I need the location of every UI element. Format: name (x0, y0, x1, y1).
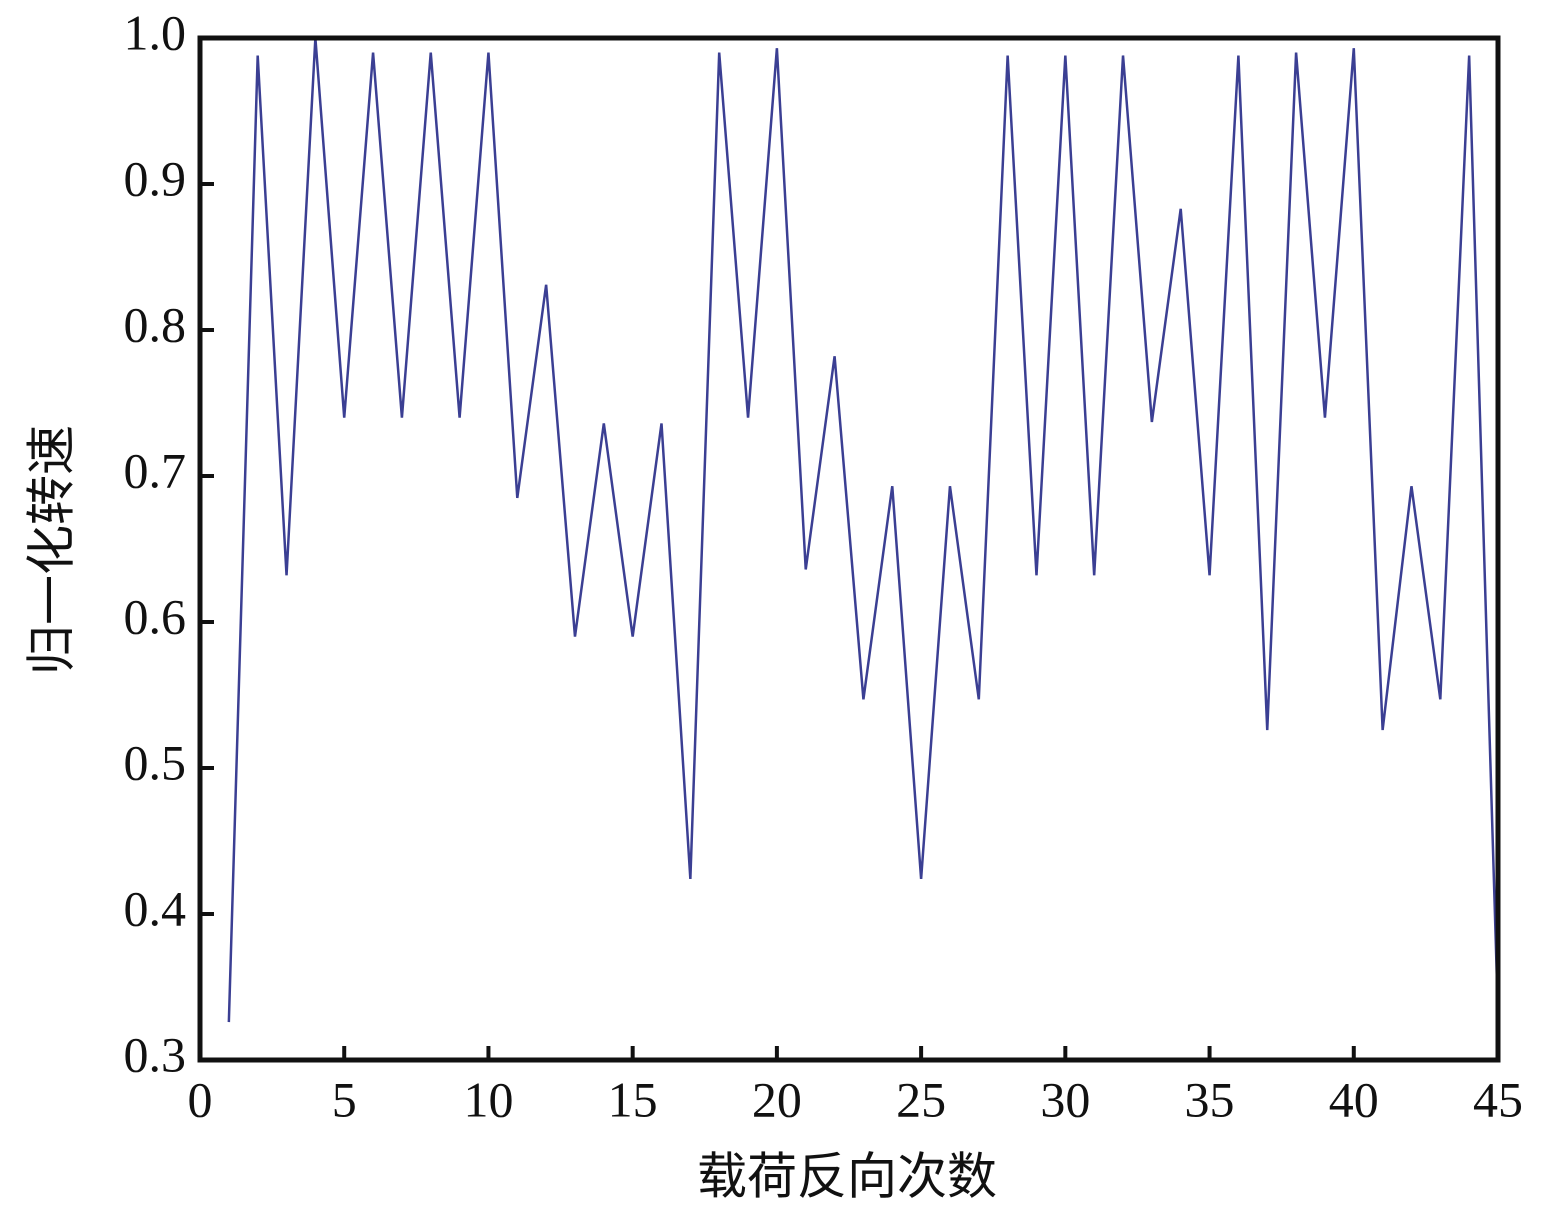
x-tick-label: 45 (1473, 1071, 1523, 1127)
y-tick-label: 0.3 (124, 1026, 187, 1082)
x-axis-label: 载荷反向次数 (697, 1148, 997, 1206)
plot-frame (197, 35, 1501, 1063)
data-line (227, 37, 1500, 1023)
x-tick-label: 30 (1040, 1071, 1090, 1127)
x-tick-label: 5 (332, 1071, 357, 1127)
x-tick-label: 35 (1185, 1071, 1235, 1127)
y-tick-label: 1.0 (124, 4, 187, 60)
x-tick-label: 15 (608, 1071, 658, 1127)
y-tick-label: 0.8 (124, 296, 187, 352)
x-tick-label: 0 (188, 1071, 213, 1127)
y-axis-label: 归一化转速 (23, 425, 81, 675)
y-tick-label: 0.5 (124, 734, 187, 790)
y-tick-label: 0.9 (124, 150, 187, 206)
y-tick-label: 0.6 (124, 588, 187, 644)
x-tick-label: 10 (463, 1071, 513, 1127)
y-tick-label: 0.7 (124, 442, 187, 498)
x-tick-label: 25 (896, 1071, 946, 1127)
x-tick-label: 20 (752, 1071, 802, 1127)
y-tick-label: 0.4 (124, 880, 187, 936)
x-tick-label: 40 (1329, 1071, 1379, 1127)
